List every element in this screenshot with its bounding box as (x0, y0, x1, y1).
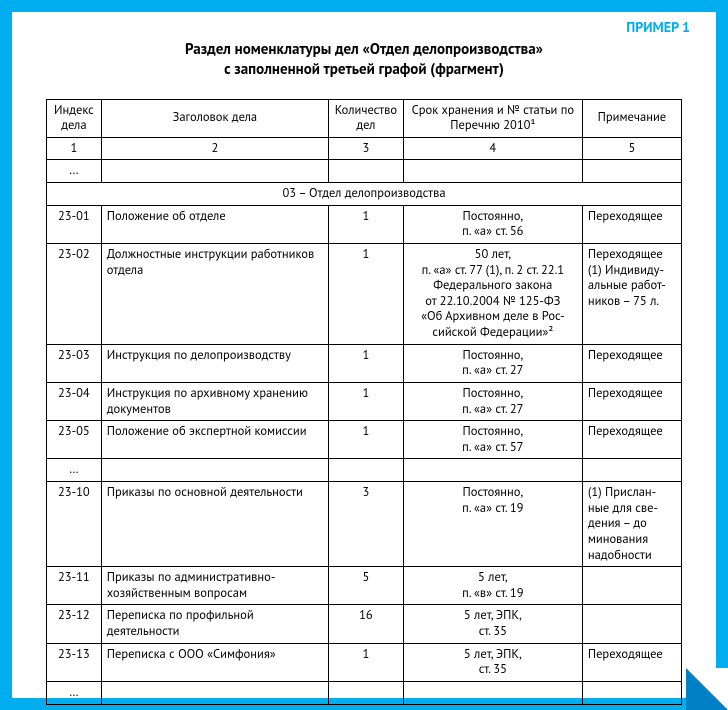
cell-index: … (47, 681, 102, 704)
cell-term: 50 лет, п. «а» ст. 77 (1), п. 2 ст. 22.1… (403, 243, 582, 344)
cell-qty: 1 (328, 205, 403, 243)
cell-qty: 16 (328, 605, 403, 643)
nomenclature-table: Индекс дела Заголовок дела Количество де… (46, 99, 682, 705)
cell-title (101, 459, 328, 482)
cell-index: 23-13 (47, 643, 102, 681)
cell-title (101, 681, 328, 704)
cell-note (582, 567, 681, 605)
cell-note (582, 605, 681, 643)
cell-qty: 1 (328, 344, 403, 382)
cell-note: Переходящее (582, 643, 681, 681)
table-row: … (47, 459, 682, 482)
cell-index: 23-03 (47, 344, 102, 382)
cell-index: 23-05 (47, 421, 102, 459)
table-row: 23-05Положение об экспертной комиссии1По… (47, 421, 682, 459)
table-number-row: 1 2 3 4 5 (47, 137, 682, 160)
table-body: 23-01Положение об отделе1Постоянно, п. «… (47, 205, 682, 704)
cell-title: Положение об отделе (101, 205, 328, 243)
col-header-index: Индекс дела (47, 99, 102, 137)
table-row: 23-11Приказы по административно-хозяйств… (47, 567, 682, 605)
table-row: 23-03Инструкция по делопроизводству1Пост… (47, 344, 682, 382)
cell-note: Переходящее (582, 205, 681, 243)
cell-index: 23-11 (47, 567, 102, 605)
cell-qty: 1 (328, 643, 403, 681)
cell-qty: 1 (328, 421, 403, 459)
cell-note: Переходящее (582, 382, 681, 420)
cell-title: Должностные инструкции работников отдела (101, 243, 328, 344)
cell-note: Переходящее (582, 421, 681, 459)
cell-index: 23-02 (47, 243, 102, 344)
cell-title: Переписка с ООО «Симфония» (101, 643, 328, 681)
table-row: 23-02Должностные инструкции работников о… (47, 243, 682, 344)
document-frame: ПРИМЕР 1 Раздел номенклатуры дел «Отдел … (0, 0, 728, 710)
table-row: 23-01Положение об отделе1Постоянно, п. «… (47, 205, 682, 243)
cell-note: Переходящее (582, 344, 681, 382)
cell-qty: 1 (328, 243, 403, 344)
table-header-row: Индекс дела Заголовок дела Количество де… (47, 99, 682, 137)
cell-term: 5 лет, ЭПК, ст. 35 (403, 643, 582, 681)
cell-term (403, 459, 582, 482)
cell-term: 5 лет, ЭПК, ст. 35 (403, 605, 582, 643)
cell-note (582, 459, 681, 482)
cell-term: Постоянно, п. «а» ст. 27 (403, 344, 582, 382)
table-row: 23-10Приказы по основной деятельности3По… (47, 482, 682, 567)
cell-term: 5 лет, п. «в» ст. 19 (403, 567, 582, 605)
cell-index: 23-12 (47, 605, 102, 643)
cell-qty: 1 (328, 382, 403, 420)
cell-term: Постоянно, п. «а» ст. 56 (403, 205, 582, 243)
col-header-qty: Количество дел (328, 99, 403, 137)
cell-title: Приказы по административно-хозяйственным… (101, 567, 328, 605)
col-header-term: Срок хранения и № статьи по Перечню 2010… (403, 99, 582, 137)
cell-qty: 3 (328, 482, 403, 567)
cell-title: Инструкция по архивному хранению докумен… (101, 382, 328, 420)
table-row: 23-04Инструкция по архивному хранению до… (47, 382, 682, 420)
cell-qty: 5 (328, 567, 403, 605)
cell-index: 23-04 (47, 382, 102, 420)
table-row: … (47, 681, 682, 704)
cell-title: Инструкция по делопроизводству (101, 344, 328, 382)
cell-title: Приказы по основной деятельности (101, 482, 328, 567)
cell-term: Постоянно, п. «а» ст. 27 (403, 382, 582, 420)
col-header-note: Примечание (582, 99, 681, 137)
cell-term: Постоянно, п. «а» ст. 19 (403, 482, 582, 567)
document-title: Раздел номенклатуры дел «Отдел делопроиз… (46, 40, 682, 81)
table-row: 23-12Переписка по профильной деятельност… (47, 605, 682, 643)
table-row: 23-13Переписка с ООО «Симфония»15 лет, Э… (47, 643, 682, 681)
cell-note: (1) Прислан- ные для све- дения – до мин… (582, 482, 681, 567)
cell-qty (328, 459, 403, 482)
cell-note (582, 681, 681, 704)
cell-index: 23-01 (47, 205, 102, 243)
example-label: ПРИМЕР 1 (626, 18, 690, 36)
table-ellipsis-row: … (47, 160, 682, 183)
cell-qty (328, 681, 403, 704)
cell-index: 23-10 (47, 482, 102, 567)
table-section-row: 03 – Отдел делопроизводства (47, 183, 682, 206)
cell-title: Переписка по профильной деятельности (101, 605, 328, 643)
cell-note: Переходящее (1) Индивиду- альные работ- … (582, 243, 681, 344)
cell-title: Положение об экспертной комиссии (101, 421, 328, 459)
col-header-title: Заголовок дела (101, 99, 328, 137)
cell-term (403, 681, 582, 704)
title-line-2: с заполненной третьей графой (фрагмент) (224, 60, 504, 79)
page-fold-icon (686, 668, 728, 710)
cell-index: … (47, 459, 102, 482)
title-line-1: Раздел номенклатуры дел «Отдел делопроиз… (185, 40, 543, 59)
cell-term: Постоянно, п. «а» ст. 57 (403, 421, 582, 459)
